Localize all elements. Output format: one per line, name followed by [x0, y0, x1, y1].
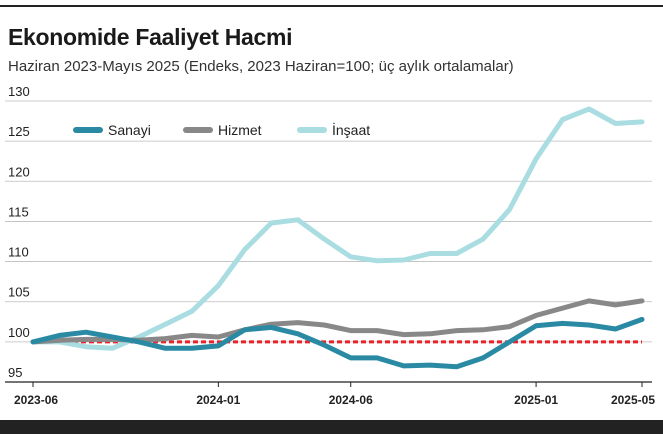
- legend-label: İnşaat: [332, 121, 370, 138]
- x-tick-labels: 2023-06 2024-01 2024-06 2025-01 2025-05: [14, 382, 655, 407]
- series-layer: [30, 106, 645, 370]
- y-tick-label: 125: [8, 124, 30, 139]
- x-tick-label: 2025-05: [611, 393, 655, 407]
- legend-label: Sanayi: [108, 122, 151, 138]
- x-tick-label: 2025-01: [514, 393, 558, 407]
- y-tick-label: 95: [8, 365, 22, 380]
- chart-subtitle: Haziran 2023-Mayıs 2025 (Endeks, 2023 Ha…: [8, 58, 514, 75]
- y-tick-label: 105: [8, 285, 30, 300]
- x-tick-label: 2023-06: [14, 393, 58, 407]
- y-tick-label: 120: [8, 164, 30, 179]
- series-line-hizmet: [30, 298, 645, 345]
- top-rule: [0, 5, 663, 7]
- bottom-bar: [0, 420, 663, 434]
- legend: Sanayi Hizmet İnşaat: [73, 121, 370, 138]
- series-line-sanayi: [30, 316, 645, 370]
- chart-title: Ekonomide Faaliyet Hacmi: [8, 24, 293, 50]
- y-tick-labels: 95 100 105 110 115 120 125 130: [8, 84, 30, 380]
- y-tick-label: 115: [8, 204, 29, 219]
- grid-layer: [5, 100, 652, 383]
- y-tick-label: 100: [8, 325, 30, 340]
- y-tick-label: 130: [8, 84, 30, 99]
- y-tick-label: 110: [8, 245, 29, 260]
- legend-label: Hizmet: [218, 122, 262, 138]
- x-tick-label: 2024-06: [329, 393, 373, 407]
- x-tick-label: 2024-01: [196, 393, 240, 407]
